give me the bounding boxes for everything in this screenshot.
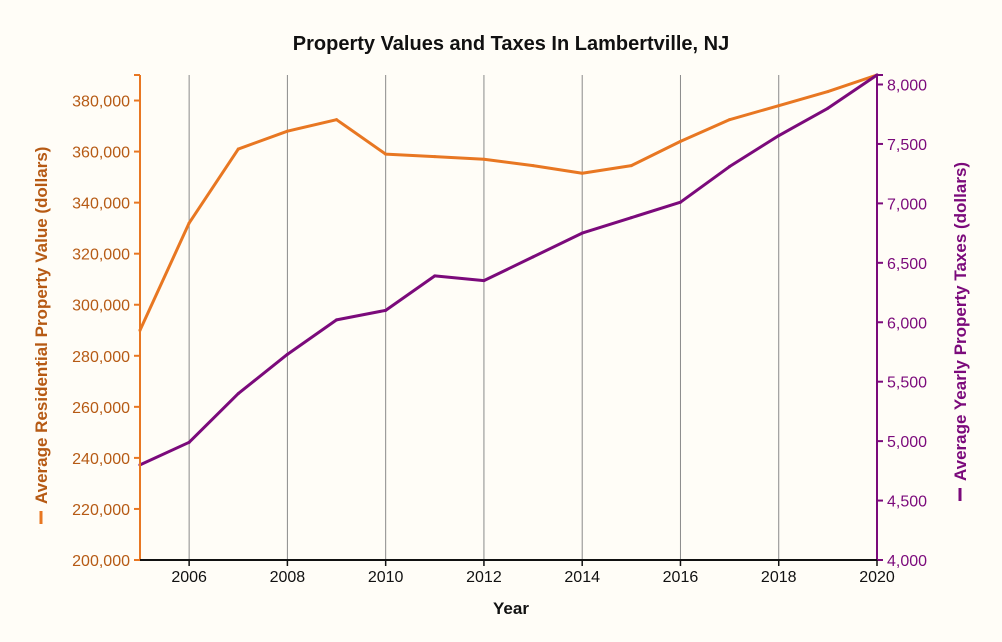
property-value-series	[138, 73, 879, 332]
left-y-axis-title: Average Residential Property Value (doll…	[32, 147, 51, 524]
left-tick-label: 360,000	[72, 145, 130, 162]
property-value-line-point-2006	[187, 221, 191, 225]
x-tick-label: 2010	[368, 569, 404, 586]
property-tax-line-point-2012	[482, 279, 486, 283]
property-value-line-point-2011	[433, 155, 437, 159]
right-y-axis-title: Average Yearly Property Taxes (dollars)	[951, 162, 970, 501]
left-tick-label: 240,000	[72, 451, 130, 468]
property-tax-line	[138, 73, 879, 467]
right-tick-label: 7,000	[887, 196, 927, 213]
property-tax-line-point-2014	[580, 231, 584, 235]
right-tick-label: 8,000	[887, 78, 927, 95]
property-value-line-point-2010	[384, 152, 388, 156]
property-tax-line-point-2019	[826, 106, 830, 110]
property-value-line-point-2012	[482, 157, 486, 161]
right-tick-label: 4,000	[887, 553, 927, 570]
property-tax-line-point-2008	[285, 352, 289, 356]
property-tax-line-point-2007	[236, 392, 240, 396]
right-y-axis-label: Average Yearly Property Taxes (dollars)	[951, 162, 970, 481]
x-axis: 2006 2008 2010 2012 2014 2016 2018 2020	[140, 559, 895, 586]
property-value-line-point-2014	[580, 171, 584, 175]
right-tick-label: 5,500	[887, 375, 927, 392]
right-tick-label: 5,000	[887, 434, 927, 451]
x-tick-label: 2012	[466, 569, 502, 586]
property-tax-line-point-2009	[335, 318, 339, 322]
x-tick-label: 2014	[564, 569, 600, 586]
property-tax-line-point-2018	[777, 134, 781, 138]
property-value-line-point-2007	[236, 147, 240, 151]
chart-title: Property Values and Taxes In Lambertvill…	[293, 33, 729, 55]
left-tick-label: 280,000	[72, 349, 130, 366]
property-value-line-point-2008	[285, 129, 289, 133]
property-tax-line-point-2015	[629, 216, 633, 220]
x-tick-label: 2006	[171, 569, 207, 586]
property-value-line-point-2009	[335, 118, 339, 122]
left-y-axis-label: Average Residential Property Value (doll…	[32, 147, 51, 504]
property-value-line-point-2015	[629, 164, 633, 168]
property-tax-line-point-2011	[433, 274, 437, 278]
left-tick-label: 220,000	[72, 502, 130, 519]
left-axis-legend-swatch	[39, 511, 43, 524]
property-value-line-point-2013	[531, 164, 535, 168]
right-tick-label: 6,000	[887, 315, 927, 332]
property-value-line-point-2016	[678, 139, 682, 143]
left-tick-label: 320,000	[72, 247, 130, 264]
left-tick-label: 200,000	[72, 553, 130, 570]
property-tax-line-point-2013	[531, 255, 535, 259]
property-value-line-point-2017	[728, 118, 732, 122]
left-y-axis: 200,000 220,000 240,000 260,000 280,000 300,0…	[72, 74, 141, 570]
property-tax-line-point-2016	[678, 200, 682, 204]
property-value-line-point-2018	[777, 104, 781, 108]
x-tick-label: 2018	[761, 569, 797, 586]
x-tick-label: 2020	[859, 569, 895, 586]
property-value-line-point-2019	[826, 90, 830, 94]
right-tick-label: 6,500	[887, 256, 927, 273]
left-tick-label: 340,000	[72, 196, 130, 213]
property-tax-line-point-2006	[187, 440, 191, 444]
gridlines	[188, 75, 878, 560]
property-tax-series	[138, 73, 879, 467]
left-tick-label: 300,000	[72, 298, 130, 315]
left-tick-label: 380,000	[72, 94, 130, 111]
left-tick-label: 260,000	[72, 400, 130, 417]
x-tick-label: 2016	[663, 569, 699, 586]
property-tax-line-point-2017	[728, 165, 732, 169]
right-tick-label: 4,500	[887, 494, 927, 511]
right-axis-legend-swatch	[958, 488, 962, 501]
x-tick-label: 2008	[270, 569, 306, 586]
property-value-line	[138, 73, 879, 332]
x-axis-label: Year	[493, 599, 529, 618]
right-tick-label: 7,500	[887, 137, 927, 154]
property-tax-line-point-2010	[384, 308, 388, 312]
right-y-axis: 4,000 4,500 5,000 5,500 6,000 6,500 7,000 7,500…	[876, 74, 927, 570]
